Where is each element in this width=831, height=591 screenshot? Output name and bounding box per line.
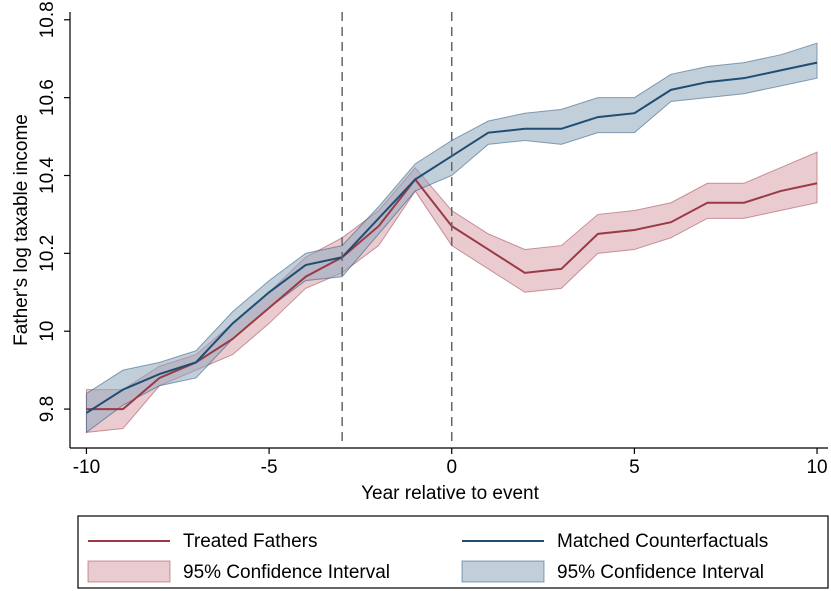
- legend-label: 95% Confidence Interval: [557, 562, 764, 583]
- x-tick-label: 0: [446, 457, 457, 478]
- legend-swatch: [461, 560, 545, 583]
- x-tick-label: 5: [629, 457, 640, 478]
- legend-box: [77, 515, 829, 589]
- series-line: [85, 61, 818, 414]
- legend-swatch: [87, 560, 171, 583]
- legend-label: 95% Confidence Interval: [183, 562, 390, 583]
- y-tick-label: 10.8: [37, 1, 58, 38]
- legend-label: Matched Counterfactuals: [557, 531, 768, 552]
- legend-label: Treated Fathers: [183, 531, 317, 552]
- y-tick-label: 10.6: [37, 79, 58, 116]
- y-tick-label: 10: [37, 321, 58, 342]
- y-tick-label: 9.8: [37, 396, 58, 422]
- x-tick-label: -5: [261, 457, 278, 478]
- y-tick-label: 10.2: [37, 235, 58, 272]
- x-tick-label: 10: [806, 457, 827, 478]
- x-axis-label: Year relative to event: [361, 483, 540, 504]
- y-axis-label: Father's log taxable income: [11, 114, 32, 346]
- y-tick-label: 10.4: [37, 157, 58, 194]
- x-tick-label: -10: [73, 457, 100, 478]
